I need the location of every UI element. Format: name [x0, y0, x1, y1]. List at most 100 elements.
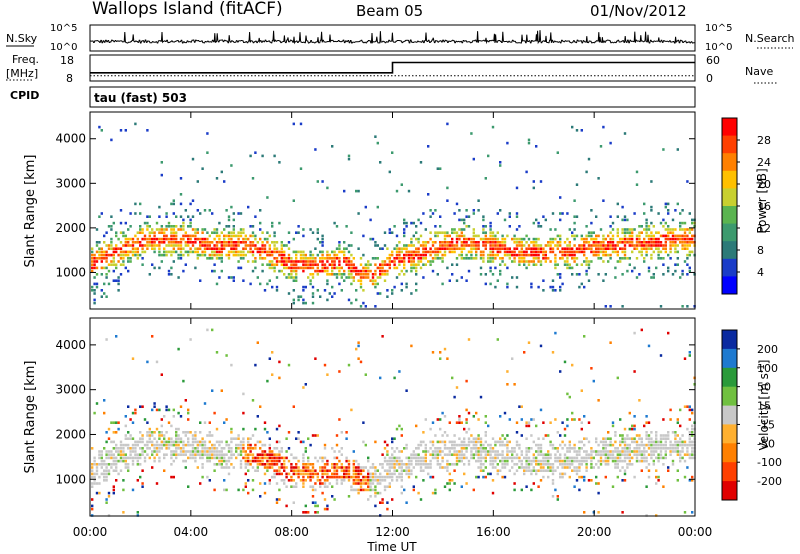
power-cell [271, 225, 274, 228]
velocity-cell [506, 383, 509, 386]
velocity-cell [614, 456, 617, 460]
power-cell [563, 247, 567, 250]
power-cell [105, 295, 108, 298]
velocity-cell [143, 418, 147, 421]
velocity-cell [679, 453, 682, 456]
power-cell [136, 247, 139, 250]
power-cell [237, 260, 240, 263]
velocity-cell [95, 472, 99, 476]
power-cell [441, 231, 444, 234]
velocity-cell [424, 453, 427, 456]
velocity-cell [292, 501, 295, 504]
velocity-cell [179, 437, 183, 440]
power-cell [297, 260, 300, 263]
velocity-cell [635, 459, 639, 463]
power-cell [395, 257, 399, 260]
power-cell [112, 250, 115, 254]
velocity-cell [230, 456, 233, 460]
velocity-cell [194, 450, 197, 453]
power-cell [597, 257, 600, 260]
velocity-cell [259, 456, 262, 460]
velocity-cell [95, 402, 99, 405]
velocity-cell [230, 453, 233, 456]
velocity-cell [383, 447, 387, 450]
power-cell [477, 209, 480, 212]
velocity-cell [511, 357, 514, 360]
velocity-cell [518, 405, 521, 408]
power-cell [585, 263, 588, 266]
power-cell [285, 266, 288, 270]
power-cell [551, 250, 555, 254]
power-cell [367, 260, 370, 263]
velocity-cell [578, 463, 581, 466]
velocity-cell [148, 437, 151, 440]
power-cell [458, 218, 461, 222]
velocity-cell [633, 424, 636, 428]
power-cell [482, 231, 485, 234]
velocity-cell [273, 475, 276, 479]
power-cell [626, 269, 629, 273]
power-cell [547, 244, 550, 247]
velocity-cell [263, 427, 267, 431]
velocity-cell [691, 475, 694, 479]
velocity-cell [369, 488, 372, 492]
velocity-cell [379, 482, 382, 485]
power-cell [515, 215, 519, 218]
power-cell [506, 266, 509, 270]
power-cell [261, 241, 264, 244]
velocity-cell [151, 443, 154, 447]
velocity-cell [595, 453, 598, 456]
velocity-cell [206, 434, 209, 437]
power-cell [561, 250, 564, 254]
power-cell [160, 241, 163, 244]
velocity-cell [568, 395, 571, 399]
power-cell [232, 212, 235, 215]
power-cell [383, 260, 387, 263]
velocity-cell [379, 472, 382, 476]
power-cell [460, 241, 463, 244]
velocity-cell [141, 447, 144, 450]
velocity-cell [683, 443, 687, 447]
velocity-cell [626, 456, 629, 460]
power-cell [280, 244, 283, 247]
velocity-cell [530, 472, 533, 476]
power-cell [412, 234, 415, 238]
velocity-cell [254, 459, 257, 463]
power-cell [590, 234, 593, 238]
velocity-cell [681, 456, 684, 460]
velocity-cell [575, 459, 579, 463]
velocity-cell [496, 440, 499, 444]
velocity-cell [391, 479, 394, 482]
power-cell [148, 244, 151, 247]
velocity-cell [122, 456, 125, 460]
power-cell [513, 234, 516, 238]
velocity-cell [388, 466, 391, 469]
power-cell [232, 228, 235, 231]
velocity-cell [335, 456, 339, 460]
velocity-cell [400, 475, 403, 479]
power-cell [357, 247, 360, 250]
velocity-cell [271, 475, 274, 479]
power-cell [544, 250, 547, 254]
velocity-cell [487, 424, 490, 428]
power-cell [590, 244, 593, 247]
power-cell [650, 241, 653, 244]
velocity-cell [199, 482, 202, 485]
velocity-cell [614, 450, 617, 453]
velocity-cell [568, 450, 571, 453]
power-cell [599, 244, 603, 247]
power-cell [261, 231, 264, 234]
power-cell [446, 244, 449, 247]
velocity-cell [458, 459, 461, 463]
power-cell [170, 237, 173, 241]
velocity-cell [683, 475, 687, 479]
colorbar-swatch [722, 481, 737, 501]
velocity-cell [501, 459, 504, 463]
velocity-cell [518, 466, 521, 469]
velocity-cell [275, 459, 279, 463]
power-cell [580, 282, 583, 286]
velocity-cell [275, 463, 279, 466]
velocity-cell [633, 440, 636, 444]
power-cell [638, 231, 641, 234]
power-cell [103, 266, 106, 270]
